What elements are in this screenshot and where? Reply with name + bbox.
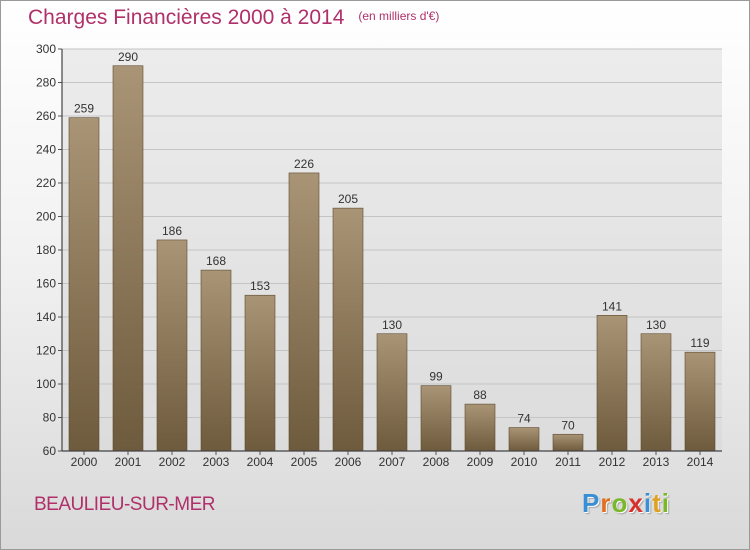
x-tick-label: 2002 [159,455,186,469]
bar [420,385,452,452]
city-name: BEAULIEU-SUR-MER [34,494,215,515]
title-text: Charges Financières 2000 à 2014 [28,6,345,29]
bar-value-label: 290 [118,50,138,64]
bar-value-label: 88 [473,388,487,402]
bar [244,294,276,452]
title-unit: (en milliers d'€) [358,9,440,23]
bar-value-label: 153 [250,279,270,293]
x-tick-label: 2008 [423,455,450,469]
logo-letter: x [628,488,644,518]
bar [68,117,100,452]
bar [596,315,628,452]
bar-value-label: 259 [74,102,94,116]
x-tick-label: 2004 [247,455,274,469]
logo-letter: r [600,488,612,518]
bar-value-label: 205 [338,192,358,206]
bar [200,269,232,452]
x-tick-label: 2000 [71,455,98,469]
bar [332,207,364,452]
bar-value-label: 74 [517,412,531,426]
y-tick-label: 80 [43,411,57,425]
bar [552,433,584,452]
bar-value-label: 186 [162,224,182,238]
bar [112,65,144,452]
bar-value-label: 70 [561,418,575,432]
axes-group: 60 80 100 120 140 160 180 200 220 240 260 280 300 200… [36,42,722,469]
x-tick-label: 2007 [379,455,406,469]
y-tick-label: 260 [36,109,56,123]
x-tick-label: 2001 [115,455,142,469]
logo-letter: P [582,488,601,518]
bar-value-label: 226 [294,157,314,171]
y-tick-label: 120 [36,344,56,358]
chart-title: Charges Financières 2000 à 2014 (en milli… [28,6,439,30]
bar-value-label: 130 [382,318,402,332]
y-tick-label: 100 [36,377,56,391]
y-tick-label: 200 [36,210,56,224]
y-tick-label: 220 [36,176,56,190]
bar [640,333,672,452]
bar-value-label: 99 [429,370,443,384]
x-tick-label: 2006 [335,455,362,469]
y-tick-label: 60 [43,444,57,458]
y-tick-label: 300 [36,42,56,56]
y-tick-label: 280 [36,76,56,90]
y-tick-label: 180 [36,243,56,257]
bar-value-label: 130 [646,318,666,332]
x-tick-label: 2005 [291,455,318,469]
logo-letter: i [643,488,653,518]
proxiti-logo: Proxiti [582,488,670,519]
bar [464,403,496,452]
logo-letter: o [611,488,629,518]
x-tick-label: 2013 [643,455,670,469]
x-tick-label: 2003 [203,455,230,469]
y-tick-label: 240 [36,143,56,157]
x-tick-label: 2009 [467,455,494,469]
x-tick-label: 2012 [599,455,626,469]
logo-letter: i [661,488,670,518]
bar-value-label: 141 [602,299,622,313]
bar-value-label: 168 [206,254,226,268]
bar [508,427,540,452]
bar [684,351,716,452]
bar [288,172,320,452]
x-tick-label: 2011 [555,455,581,469]
x-tick-label: 2010 [511,455,538,469]
bar [376,333,408,452]
bars-group: 259 290 186 168 153 226 205 130 99 88 74 70 141 130 11… [68,50,716,452]
bar [156,239,188,452]
y-tick-label: 140 [36,310,56,324]
y-tick-label: 160 [36,277,56,291]
bar-value-label: 119 [690,336,709,350]
logo-letter: t [652,488,662,518]
x-tick-label: 2014 [687,455,714,469]
